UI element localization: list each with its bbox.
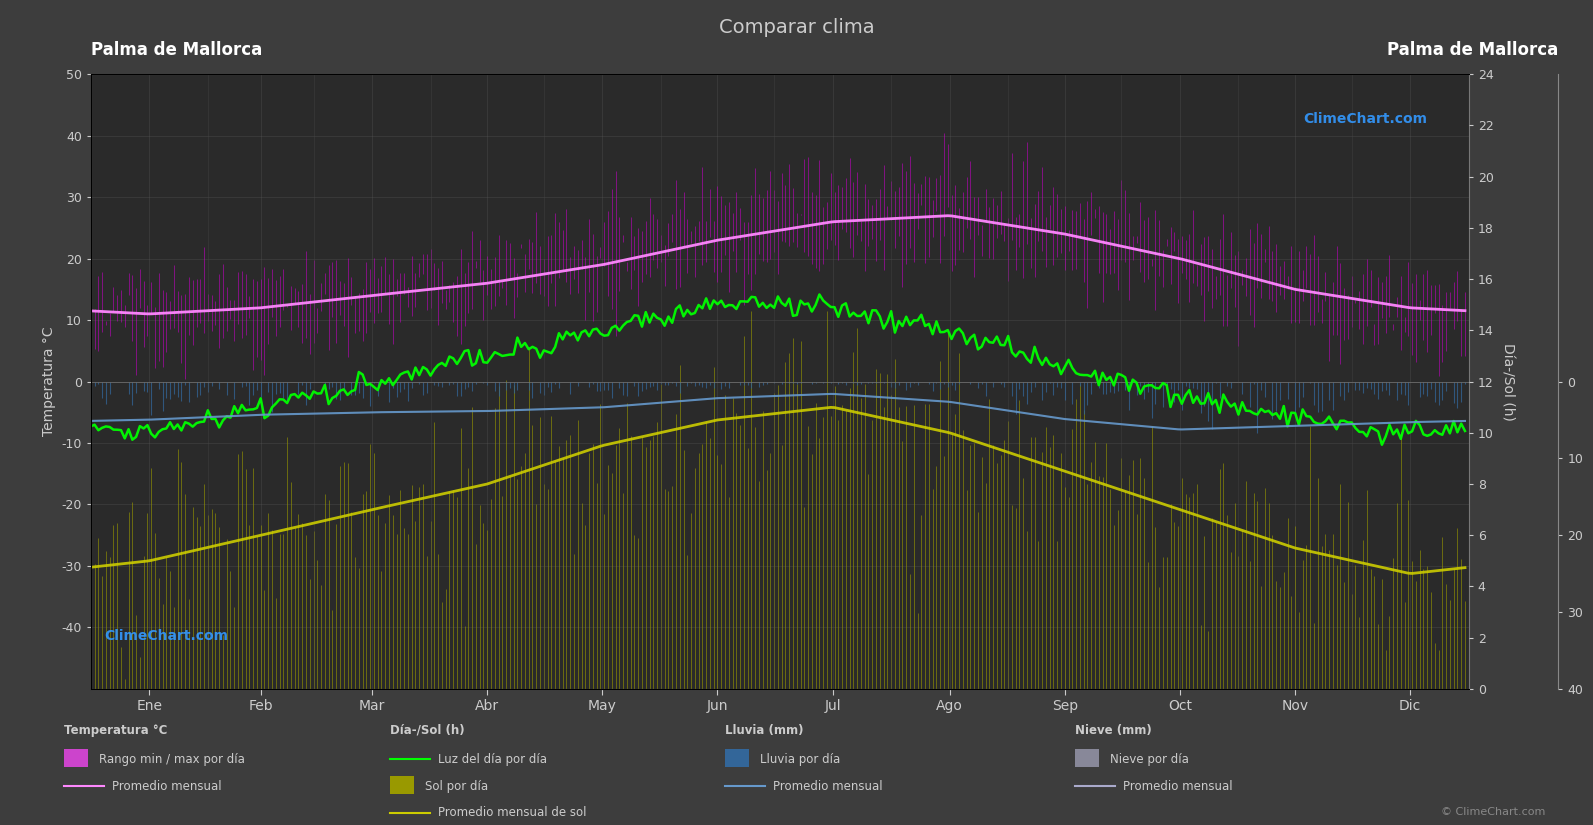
Text: Comparar clima: Comparar clima bbox=[718, 18, 875, 37]
Text: ClimeChart.com: ClimeChart.com bbox=[1303, 112, 1427, 126]
Text: Promedio mensual: Promedio mensual bbox=[112, 780, 221, 793]
Text: Temperatura °C: Temperatura °C bbox=[64, 724, 167, 737]
Text: © ClimeChart.com: © ClimeChart.com bbox=[1440, 807, 1545, 817]
Text: Palma de Mallorca: Palma de Mallorca bbox=[91, 41, 263, 59]
Text: Promedio mensual: Promedio mensual bbox=[773, 780, 883, 793]
Y-axis label: Día-/Sol (h): Día-/Sol (h) bbox=[1501, 342, 1515, 421]
Text: Lluvia (mm): Lluvia (mm) bbox=[725, 724, 803, 737]
Text: Promedio mensual: Promedio mensual bbox=[1123, 780, 1233, 793]
Text: Lluvia por día: Lluvia por día bbox=[760, 752, 840, 766]
Text: Sol por día: Sol por día bbox=[425, 780, 489, 793]
Text: ClimeChart.com: ClimeChart.com bbox=[105, 629, 228, 643]
Text: Luz del día por día: Luz del día por día bbox=[438, 752, 546, 766]
Text: Nieve (mm): Nieve (mm) bbox=[1075, 724, 1152, 737]
Text: Rango min / max por día: Rango min / max por día bbox=[99, 752, 245, 766]
Y-axis label: Temperatura °C: Temperatura °C bbox=[41, 327, 56, 436]
Text: Palma de Mallorca: Palma de Mallorca bbox=[1388, 41, 1558, 59]
Text: Nieve por día: Nieve por día bbox=[1110, 752, 1190, 766]
Text: Día-/Sol (h): Día-/Sol (h) bbox=[390, 724, 465, 737]
Text: Promedio mensual de sol: Promedio mensual de sol bbox=[438, 806, 586, 819]
